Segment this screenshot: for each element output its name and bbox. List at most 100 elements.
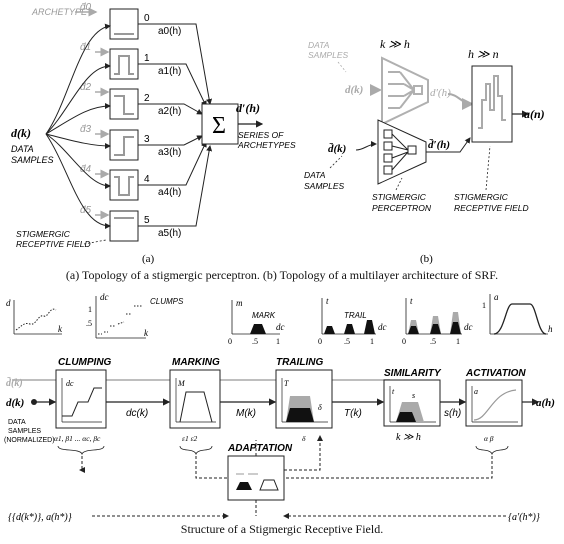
stage-marking: MARKING (172, 357, 220, 368)
input-dk: d(k) (11, 126, 31, 140)
trailing-inner: T δ (281, 378, 328, 423)
activation-inner: a (471, 386, 518, 423)
b-h-relation: h ≫ n (468, 47, 499, 61)
receptor-boxes (109, 8, 139, 242)
c-input: d(k) (6, 397, 24, 409)
srf-caption-1: STIGMERGIC (16, 229, 71, 239)
caption-bottom: Structure of a Stigmergic Receptive Fiel… (180, 522, 384, 536)
plot-clump: dc 1 .5 CLUMPS k (86, 292, 184, 339)
plot-clump-tick-1: 1 (88, 305, 92, 314)
plot-raw-ylabel: d (6, 298, 11, 308)
activation-5: a5(h) (158, 228, 181, 239)
stage-trailing: TRAILING (276, 357, 323, 368)
plot-act-xlabel: h (548, 324, 553, 334)
feedback-left: {{d(k*)}, a(h*)} (8, 512, 72, 523)
c-input-caption-2: SAMPLES (8, 428, 41, 435)
c-output: a(h) (536, 397, 555, 409)
feedback-dashed (79, 435, 506, 519)
plot-sim-tick-0: 0 (402, 337, 406, 346)
b-perceptron-caption-2: PERCEPTRON (372, 203, 432, 213)
input-caption-2: SAMPLES (11, 155, 54, 165)
plot-trail-xlabel: dc (378, 322, 387, 332)
grey-caption-pointer (337, 61, 347, 73)
archetype-input-arrows (95, 47, 110, 220)
b-srf-caption-2: RECEPTIVE FIELD (454, 203, 529, 213)
signal-t: T(k) (344, 408, 362, 419)
data-samples-grey-1: DATA (308, 40, 330, 50)
b-srf-shape (478, 75, 506, 129)
caption-top: (a) Topology of a stigmergic perceptron.… (65, 268, 499, 282)
plot-clump-tick-2: .5 (86, 319, 92, 328)
b-data-samples-1: DATA (304, 170, 326, 180)
b-data-samples-pointer (329, 155, 343, 169)
stage-similarity: SIMILARITY (384, 368, 442, 379)
marking-inner: M (175, 378, 216, 423)
plot-clump-xlabel: k (144, 328, 149, 338)
b-perceptron (377, 119, 427, 185)
plot-mark-xlabel: dc (276, 322, 285, 332)
panel-b-label: (b) (420, 253, 433, 265)
panel-a-label: (a) (142, 253, 155, 265)
data-samples-grey-2: SAMPLES (308, 50, 348, 60)
plot-trail: t TRAIL 0 .5 1 dc (318, 296, 387, 346)
b-srf-pointer (485, 145, 491, 191)
index-1: 1 (144, 53, 150, 64)
feedback-right: {a′(h*)} (508, 512, 540, 523)
plot-sim: t 0 .5 1 dc (402, 296, 473, 346)
grey-dprime-arrow (447, 93, 474, 110)
index-0: 0 (144, 13, 150, 24)
archetype-inputs: d̄0 d̄1 d̄2 d̄3 d̄4 d̄5 (80, 2, 92, 216)
adaptation-inner (236, 473, 279, 491)
param-braces (57, 445, 509, 456)
output-caption-2: ARCHETYPES (237, 140, 296, 150)
archetype-input-3: d̄3 (80, 124, 92, 135)
box-clumping (55, 369, 107, 429)
archetype-input-2: d̄2 (80, 82, 92, 93)
svg-text:dc: dc (66, 379, 74, 388)
index-3: 3 (144, 134, 150, 145)
signal-labels: dc(k) M(k) T(k) s(h) (126, 408, 461, 419)
sum-box (201, 103, 239, 145)
c-k-relation: k ≫ h (396, 432, 421, 443)
stage-activation: ACTIVATION (465, 368, 526, 379)
b-k-relation: k ≫ h (380, 37, 410, 51)
plot-sim-tick-1: .5 (430, 337, 436, 346)
svg-text:T: T (284, 379, 289, 388)
plot-trail-ylabel: t (326, 296, 329, 306)
plot-mark-note: MARK (252, 311, 276, 320)
svg-text:t: t (392, 387, 395, 396)
signal-dc: dc(k) (126, 408, 148, 419)
output-dprime: d′(h) (236, 101, 260, 115)
b-dbar: d̄(k) (328, 143, 346, 155)
b-dprime: d̄′(h) (428, 139, 450, 151)
panel-b: DATA SAMPLES d(k) k ≫ h d′(h) h ≫ n a(n)… (304, 37, 545, 265)
plot-act-tick: 1 (482, 301, 486, 310)
params-activation: α β (484, 434, 494, 443)
archetype-shapes (114, 33, 134, 219)
output-caption-1: SERIES OF (238, 130, 284, 140)
archetype-input-0: d̄0 (80, 2, 92, 13)
plot-raw: d k (6, 298, 63, 335)
activation-2: a2(h) (158, 106, 181, 117)
svg-text:s: s (412, 391, 415, 400)
svg-text:δ: δ (318, 403, 322, 412)
plot-trail-tick-1: .5 (344, 337, 350, 346)
plot-sim-tick-2: 1 (456, 337, 460, 346)
b-srf-caption-1: STIGMERGIC (454, 192, 509, 202)
activation-3: a3(h) (158, 147, 181, 158)
panel-c: d k dc 1 .5 CLUMPS k m MARK 0 .5 1 dc t … (4, 292, 555, 523)
grey-d: d(k) (345, 84, 363, 96)
archetype-input-4: d̄4 (80, 164, 92, 175)
box-marking (169, 369, 221, 429)
b-dbar-arrow (355, 141, 377, 151)
grey-dprime: d′(h) (430, 87, 451, 99)
c-input-caption-3: (NORMALIZED) (4, 437, 55, 444)
input-caption-1: DATA (11, 144, 34, 154)
plot-act-ylabel: a (494, 292, 499, 302)
svg-text:a: a (474, 387, 478, 396)
index-2: 2 (144, 93, 150, 104)
plot-sim-xlabel: dc (464, 322, 473, 332)
receptor-indices: 0 1 2 3 4 5 (144, 13, 150, 226)
fan-in-lines (45, 23, 111, 229)
b-perceptron-pointer (395, 177, 403, 191)
